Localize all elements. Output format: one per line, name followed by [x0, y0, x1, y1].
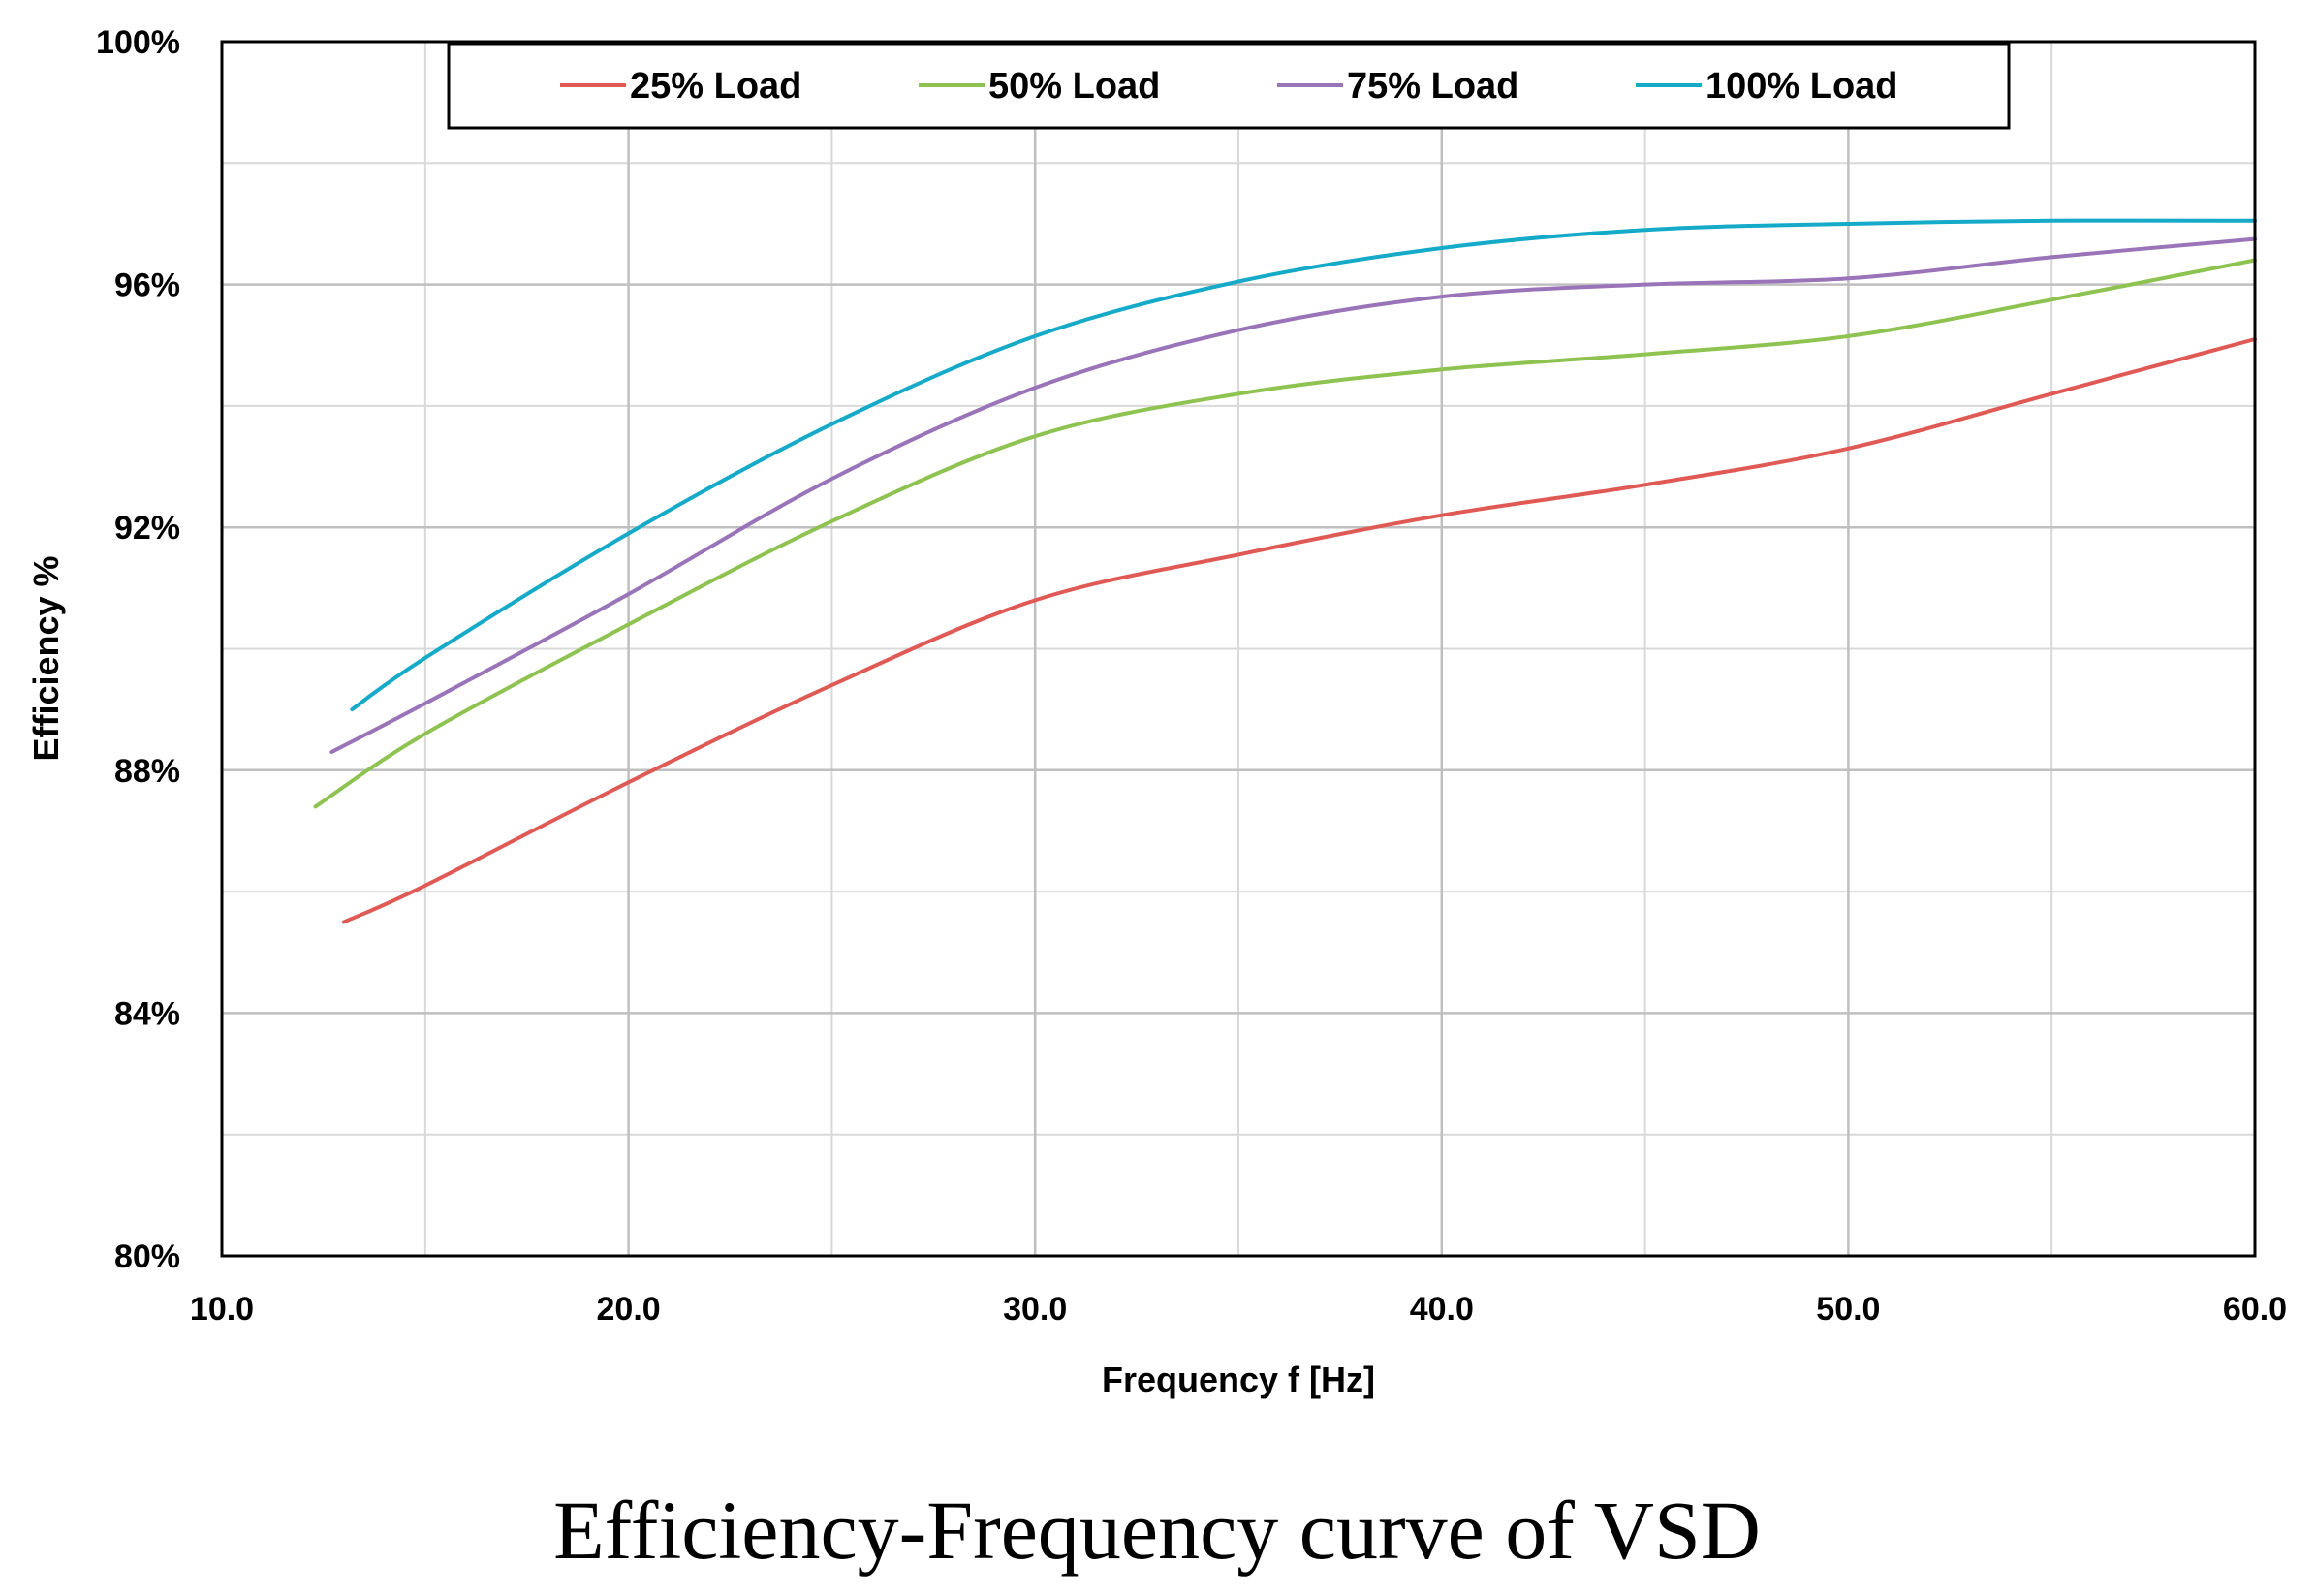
legend-label: 25% Load: [630, 66, 801, 107]
y-tick-label: 84%: [114, 995, 180, 1032]
x-axis-label: Frequency f [Hz]: [1102, 1360, 1375, 1399]
y-tick-label: 96%: [114, 267, 180, 304]
legend-label: 50% Load: [988, 66, 1160, 107]
legend: 25% Load 50% Load 75% Load 100% Load: [447, 42, 2011, 130]
x-tick-label: 20.0: [597, 1291, 661, 1328]
x-tick-label: 40.0: [1410, 1291, 1474, 1328]
legend-label: 100% Load: [1705, 66, 1898, 107]
y-tick-label: 80%: [114, 1238, 180, 1275]
y-axis-ticks: 80% 84% 88% 92% 96% 100%: [96, 24, 180, 1275]
series-line-100-load: [350, 218, 2257, 712]
plot-area-frame: [220, 40, 2257, 1258]
x-tick-label: 30.0: [1003, 1291, 1067, 1328]
x-tick-label: 60.0: [2223, 1291, 2287, 1328]
y-tick-label: 88%: [114, 753, 180, 790]
y-tick-label: 92%: [114, 510, 180, 547]
legend-box: [447, 42, 2011, 130]
figure-caption: Efficiency-Frequency curve of VSD: [553, 1484, 1761, 1577]
y-tick-label: 100%: [96, 24, 180, 61]
x-tick-label: 50.0: [1816, 1291, 1880, 1328]
y-axis-label: Efficiency %: [26, 555, 66, 761]
series-line-50-load: [313, 258, 2257, 809]
series-line-25-load: [341, 337, 2257, 924]
series-lines: [313, 218, 2257, 924]
legend-label: 75% Load: [1347, 66, 1518, 107]
x-tick-label: 10.0: [190, 1291, 254, 1328]
series-line-75-load: [329, 236, 2257, 754]
x-axis-ticks: 10.0 20.0 30.0 40.0 50.0 60.0: [190, 1291, 2287, 1328]
